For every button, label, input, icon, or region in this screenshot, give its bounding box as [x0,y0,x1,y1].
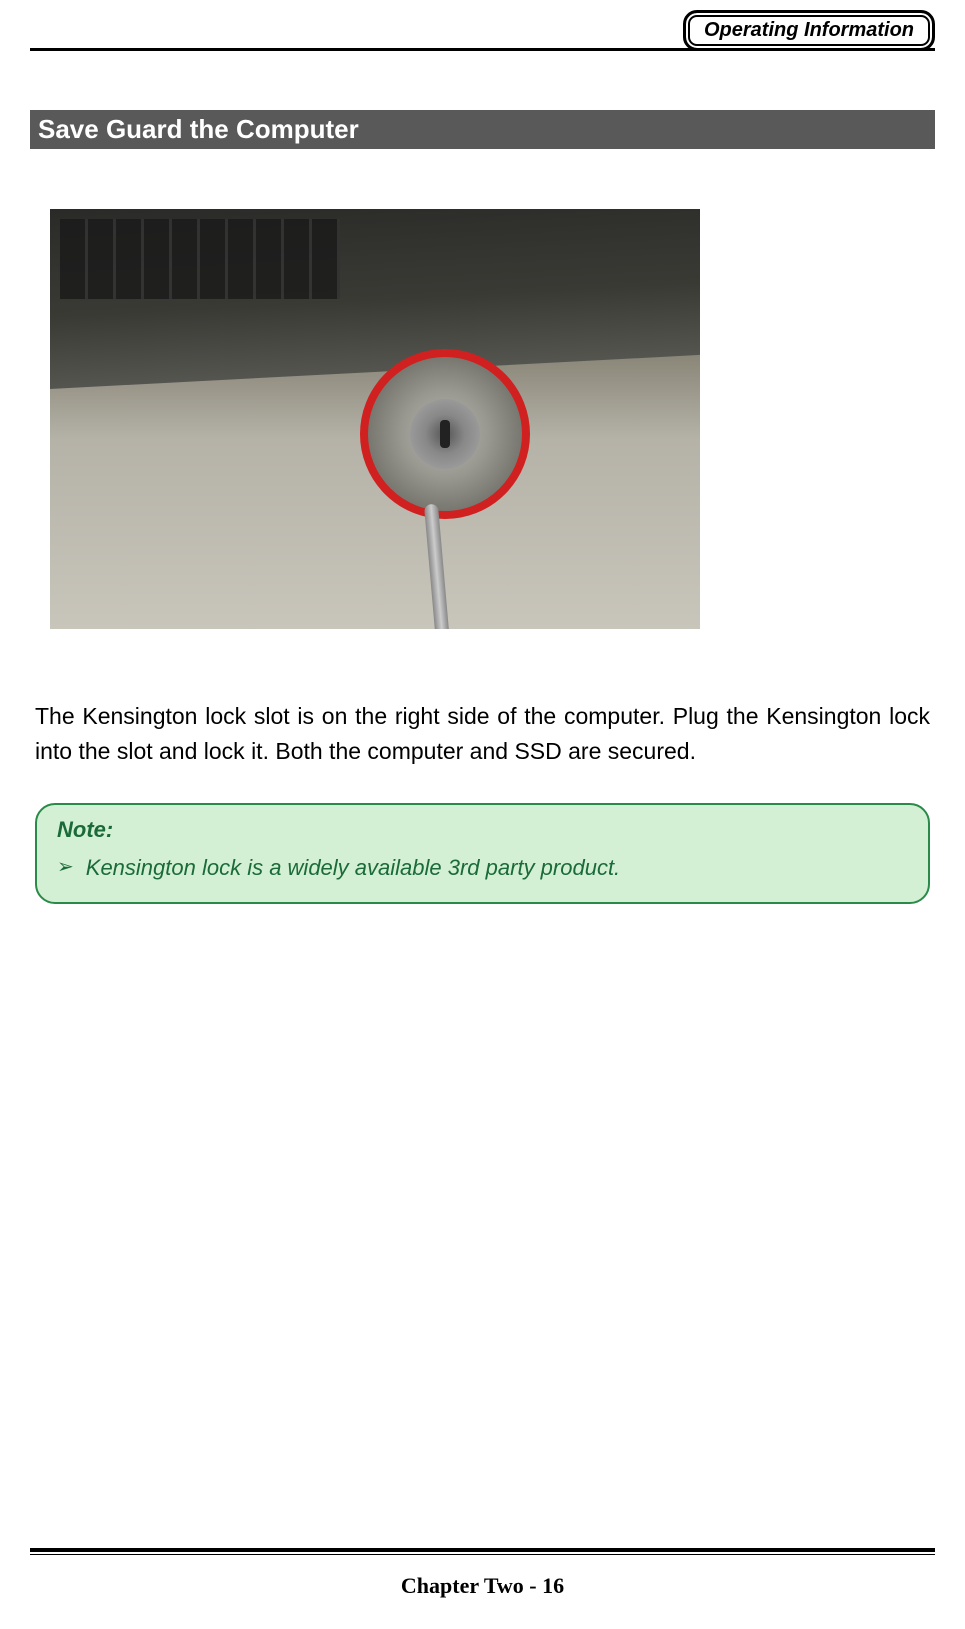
footer-rule-thick [30,1548,935,1552]
header-badge-text: Operating Information [704,19,914,42]
body-paragraph: The Kensington lock slot is on the right… [30,699,935,768]
cable-graphic [424,504,450,629]
highlight-circle-icon [360,349,530,519]
page-footer: Chapter Two - 16 [30,1548,935,1599]
footer-rule-thin [30,1554,935,1555]
note-box: Note: ➢ Kensington lock is a widely avai… [35,803,930,904]
note-text: Kensington lock is a widely available 3r… [86,853,620,884]
footer-page-label: Chapter Two - 16 [30,1573,935,1599]
note-title: Note: [57,817,908,843]
kensington-lock-photo [50,209,700,629]
page-header: Operating Information [30,10,935,70]
note-item: ➢ Kensington lock is a widely available … [57,853,908,884]
lock-keyhole-icon [410,399,480,469]
triangle-bullet-icon: ➢ [57,853,74,881]
keyboard-graphic [60,219,340,299]
header-badge: Operating Information [683,10,935,51]
section-heading: Save Guard the Computer [30,110,935,149]
